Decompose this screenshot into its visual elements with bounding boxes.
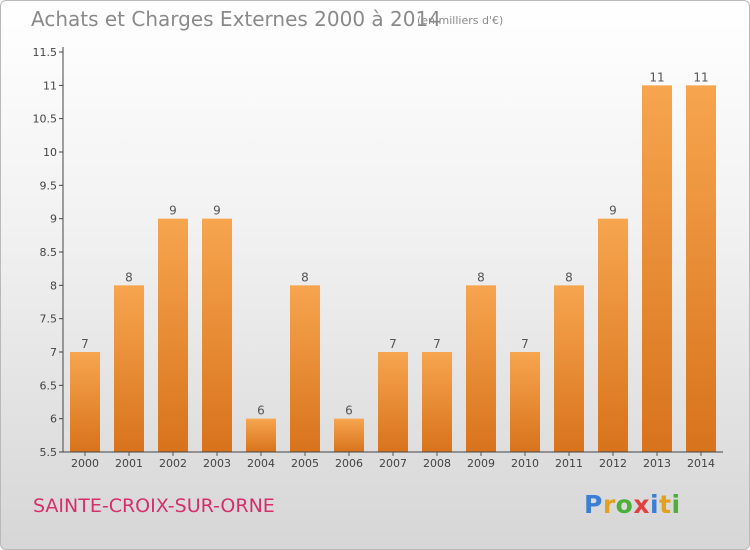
y-tick-label-11: 11 xyxy=(43,79,57,92)
x-tick-label-2007: 2007 xyxy=(379,457,407,470)
chart-unit-note: (en milliers d'€) xyxy=(417,14,504,27)
bar-2001 xyxy=(114,285,144,452)
y-tick-label-9: 9 xyxy=(50,213,57,226)
data-label-2011: 8 xyxy=(565,270,573,284)
x-tick-label-2014: 2014 xyxy=(687,457,715,470)
data-label-2013: 11 xyxy=(649,70,664,84)
bar-2011 xyxy=(554,285,584,452)
x-tick-label-2000: 2000 xyxy=(71,457,99,470)
bars: 7 8 9 9 6 8 6 7 7 8 7 8 9 11 11 xyxy=(70,70,716,452)
proxiti-logo[interactable]: Proxiti xyxy=(584,490,681,519)
y-tick-label-8.5: 8.5 xyxy=(40,246,58,259)
bar-2004 xyxy=(246,418,276,452)
bar-2009 xyxy=(466,285,496,452)
bar-2000 xyxy=(70,352,100,452)
data-label-2009: 8 xyxy=(477,270,485,284)
logo-letter: t xyxy=(659,490,672,519)
bar-2006 xyxy=(334,418,364,452)
x-tick-label-2012: 2012 xyxy=(599,457,627,470)
y-tick-label-8: 8 xyxy=(50,279,57,292)
logo-letter: i xyxy=(650,490,660,519)
logo-letter: r xyxy=(602,490,616,519)
logo-letter: x xyxy=(633,490,650,519)
data-label-2008: 7 xyxy=(433,337,441,351)
y-tick-label-6: 6 xyxy=(50,413,57,426)
data-label-2005: 8 xyxy=(301,270,309,284)
axes: 2000 2001 2002 2003 2004 2005 2006 2007 2008 2009… xyxy=(33,46,723,470)
data-label-2006: 6 xyxy=(345,404,353,418)
y-tick-label-5.5: 5.5 xyxy=(40,446,58,459)
x-tick-label-2001: 2001 xyxy=(115,457,143,470)
x-tick-label-2002: 2002 xyxy=(159,457,187,470)
data-label-2012: 9 xyxy=(609,204,617,218)
y-tick-label-9.5: 9.5 xyxy=(40,179,58,192)
logo-letter: o xyxy=(615,490,634,519)
bar-2013 xyxy=(642,85,672,452)
logo-letter: i xyxy=(671,490,681,519)
y-tick-label-10: 10 xyxy=(43,146,57,159)
data-label-2001: 8 xyxy=(125,270,133,284)
bar-2008 xyxy=(422,352,452,452)
x-tick-label-2006: 2006 xyxy=(335,457,363,470)
bar-2014 xyxy=(686,85,716,452)
bar-2002 xyxy=(158,218,188,452)
x-tick-label-2011: 2011 xyxy=(555,457,583,470)
x-tick-label-2013: 2013 xyxy=(643,457,671,470)
data-label-2003: 9 xyxy=(213,204,221,218)
data-label-2014: 11 xyxy=(693,70,708,84)
logo-letter: P xyxy=(584,490,603,519)
y-tick-label-7: 7 xyxy=(50,346,57,359)
data-label-2007: 7 xyxy=(389,337,397,351)
x-tick-label-2008: 2008 xyxy=(423,457,451,470)
commune-name: SAINTE-CROIX-SUR-ORNE xyxy=(33,495,275,517)
bar-2003 xyxy=(202,218,232,452)
data-label-2002: 9 xyxy=(169,204,177,218)
data-label-2010: 7 xyxy=(521,337,529,351)
bar-2005 xyxy=(290,285,320,452)
bar-2010 xyxy=(510,352,540,452)
x-tick-label-2004: 2004 xyxy=(247,457,275,470)
x-tick-label-2010: 2010 xyxy=(511,457,539,470)
x-tick-label-2005: 2005 xyxy=(291,457,319,470)
bar-2007 xyxy=(378,352,408,452)
bar-2012 xyxy=(598,218,628,452)
y-tick-label-7.5: 7.5 xyxy=(40,313,58,326)
chart-title: Achats et Charges Externes 2000 à 2014 xyxy=(31,7,441,31)
x-tick-label-2009: 2009 xyxy=(467,457,495,470)
x-tick-label-2003: 2003 xyxy=(203,457,231,470)
y-tick-label-6.5: 6.5 xyxy=(40,379,58,392)
data-label-2000: 7 xyxy=(81,337,89,351)
y-tick-label-11.5: 11.5 xyxy=(33,46,58,59)
y-tick-label-10.5: 10.5 xyxy=(33,113,58,126)
data-label-2004: 6 xyxy=(257,404,265,418)
